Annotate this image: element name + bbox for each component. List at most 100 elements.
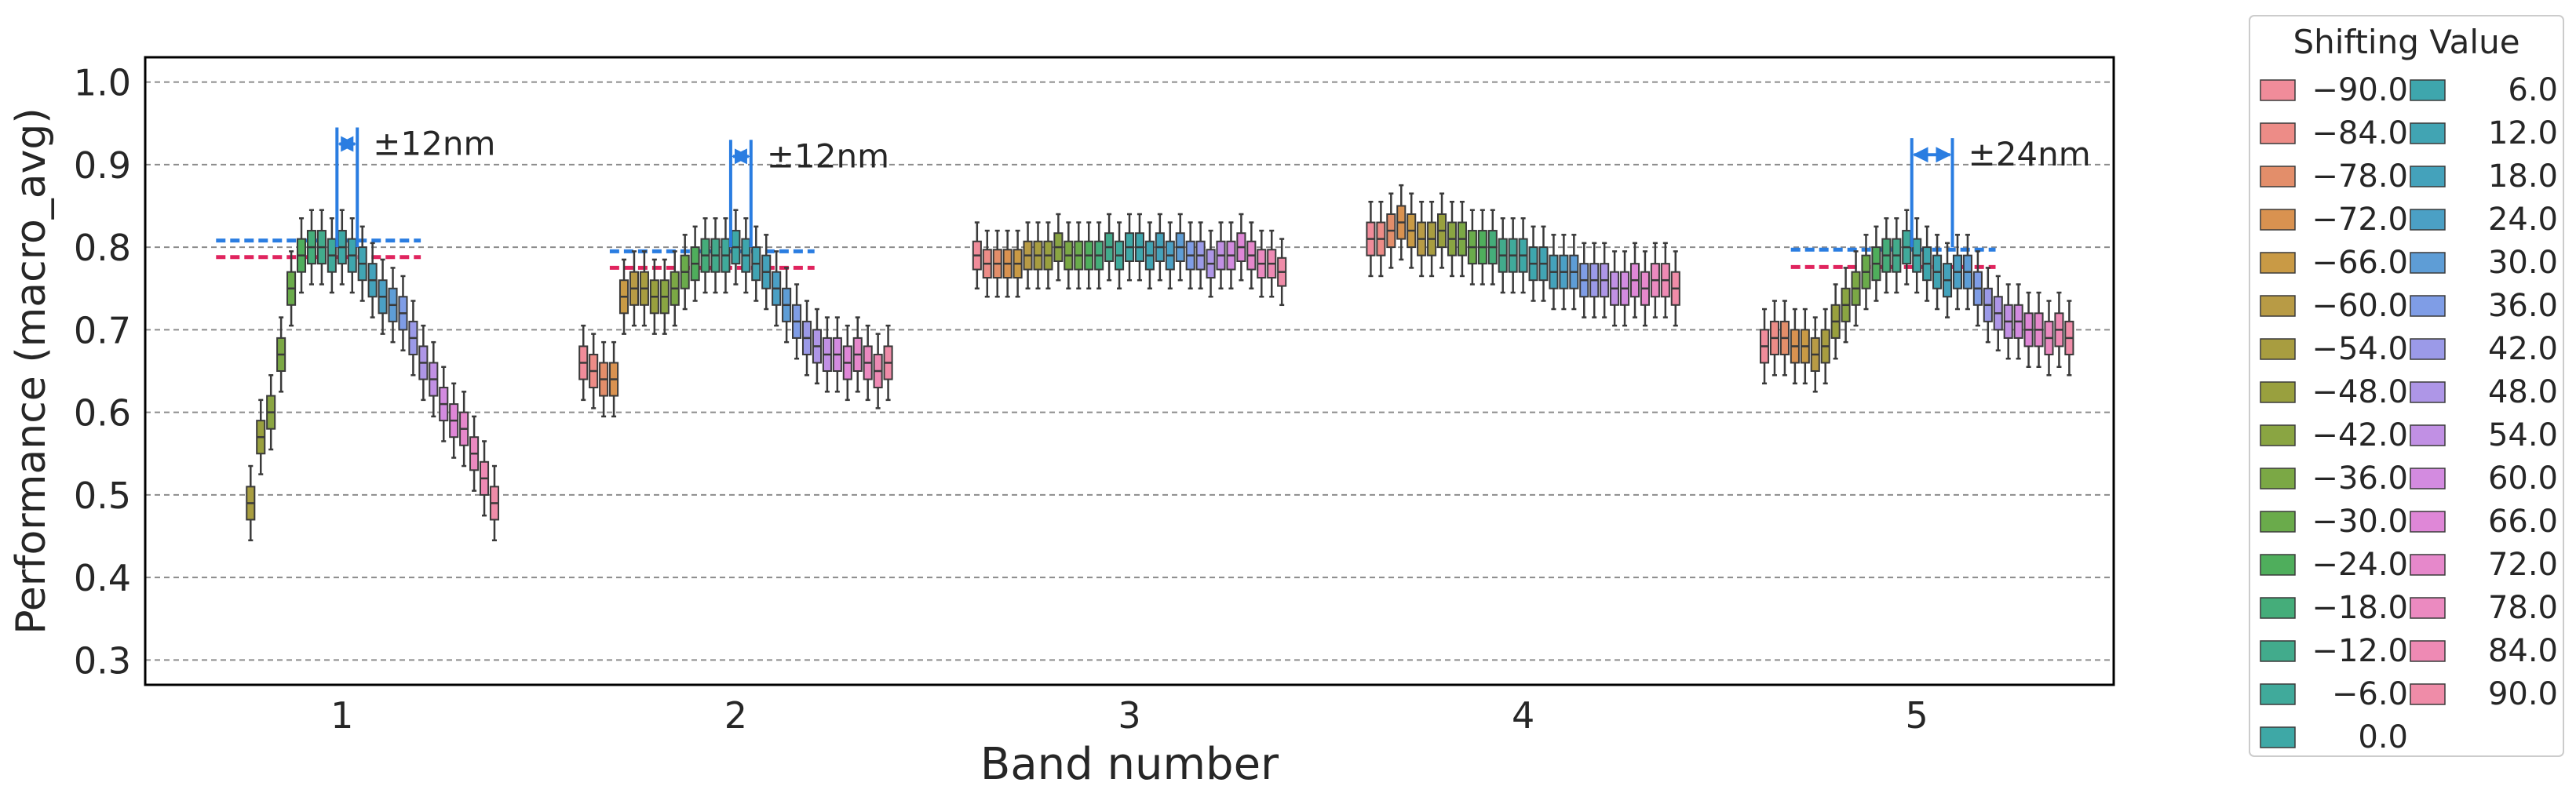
legend-swatch xyxy=(2410,79,2446,101)
legend-label: −42.0 xyxy=(2311,417,2408,453)
box-plot xyxy=(1104,213,1115,282)
legend-swatch xyxy=(2260,381,2296,403)
box-plot xyxy=(680,234,690,311)
box-plot xyxy=(1993,275,2003,351)
box-plot xyxy=(266,374,276,451)
box-plot xyxy=(1498,217,1508,294)
y-tick-label: 0.3 xyxy=(74,639,131,682)
box-plot xyxy=(327,217,337,294)
box-plot xyxy=(378,258,388,335)
legend-swatch xyxy=(2260,597,2296,619)
x-tick-label: 2 xyxy=(724,694,747,737)
box-plot xyxy=(1871,225,1881,302)
x-tick-label: 5 xyxy=(1906,694,1928,737)
x-tick-label: 4 xyxy=(1512,694,1534,737)
legend-item: 60.0 xyxy=(2410,460,2558,497)
legend-swatch xyxy=(2260,554,2296,576)
legend-label: 60.0 xyxy=(2488,460,2558,497)
y-axis-label: Performance (macro_avg) xyxy=(8,107,55,634)
box-plot xyxy=(459,391,469,468)
box-plot xyxy=(578,324,589,402)
box-plot xyxy=(347,217,357,294)
annotation-label: ±12nm xyxy=(373,125,495,163)
legend-label: 18.0 xyxy=(2488,158,2558,195)
y-tick-label: 0.4 xyxy=(74,557,131,599)
legend-swatch xyxy=(2260,79,2296,101)
legend-label: 30.0 xyxy=(2488,245,2558,281)
box-plot xyxy=(1216,221,1226,289)
box-plot xyxy=(1033,221,1043,289)
legend-item: −24.0 xyxy=(2260,547,2408,583)
box-plot xyxy=(1841,267,1851,344)
box-plot xyxy=(1053,213,1064,282)
y-tick-label: 0.9 xyxy=(74,144,131,187)
box-plot xyxy=(1477,209,1487,286)
legend-item: −78.0 xyxy=(2260,158,2408,195)
legend-item: 12.0 xyxy=(2410,115,2558,151)
legend-item: −18.0 xyxy=(2260,590,2408,626)
legend-label: −36.0 xyxy=(2311,460,2408,497)
legend-swatch xyxy=(2260,166,2296,187)
box-plot xyxy=(1043,221,1053,289)
box-plot xyxy=(1810,316,1820,393)
legend-label: 78.0 xyxy=(2488,590,2558,626)
box-plot xyxy=(639,250,649,327)
box-plot xyxy=(982,229,992,298)
legend-label: −24.0 xyxy=(2311,547,2408,583)
box-plot xyxy=(1175,213,1185,282)
x-tick-label: 3 xyxy=(1118,694,1140,737)
box-plot xyxy=(1257,229,1267,298)
legend-item: 6.0 xyxy=(2410,72,2558,108)
legend-item: 54.0 xyxy=(2410,417,2558,453)
box-plot xyxy=(2003,283,2013,360)
box-plot xyxy=(1447,200,1458,278)
legend-label: −6.0 xyxy=(2332,676,2408,712)
box-plot xyxy=(1436,192,1447,269)
box-plot xyxy=(792,283,802,360)
legend-swatch xyxy=(2260,511,2296,533)
box-plot xyxy=(700,217,710,294)
box-plot xyxy=(1508,217,1518,294)
box-plot xyxy=(418,324,429,402)
box-plot xyxy=(1002,229,1013,298)
box-plot xyxy=(1820,308,1830,385)
legend-swatch xyxy=(2410,295,2446,317)
box-plot xyxy=(690,225,700,302)
box-plot xyxy=(1226,221,1236,289)
legend-item: −30.0 xyxy=(2260,504,2408,540)
legend-item: −6.0 xyxy=(2260,676,2408,712)
legend-swatch xyxy=(2410,381,2446,403)
box-plot xyxy=(1600,242,1610,318)
box-plot xyxy=(1559,234,1569,311)
annotation-label: ±24nm xyxy=(1968,135,2091,173)
legend-title: Shifting Value xyxy=(2293,23,2519,61)
y-tick-label: 0.8 xyxy=(74,227,131,269)
legend-swatch xyxy=(2260,295,2296,317)
box-plot xyxy=(1195,221,1206,289)
annotations: ±12nm ±12nm ±24nm xyxy=(335,125,2091,248)
box-plot xyxy=(1779,300,1790,377)
box-plot xyxy=(1538,225,1549,302)
box-plot xyxy=(1902,209,1912,286)
box-plot xyxy=(1518,217,1528,294)
box-plot xyxy=(246,464,256,542)
legend-label: 42.0 xyxy=(2488,331,2558,367)
x-axis-label: Band number xyxy=(980,739,1279,790)
box-plot xyxy=(1952,234,1963,311)
legend-label: −48.0 xyxy=(2311,374,2408,410)
legend-label: −60.0 xyxy=(2311,288,2408,324)
legend-swatch xyxy=(2410,122,2446,144)
legend-label: 72.0 xyxy=(2488,547,2558,583)
box-plot xyxy=(670,250,680,327)
box-plot xyxy=(1549,234,1559,311)
box-plot xyxy=(812,308,823,385)
legend-label: 66.0 xyxy=(2488,504,2558,540)
box-plot xyxy=(286,250,297,327)
box-plot xyxy=(439,366,449,442)
box-plot xyxy=(1206,229,1216,298)
box-plot xyxy=(1892,217,1902,294)
legend-label: −30.0 xyxy=(2311,504,2408,540)
box-plot xyxy=(316,209,327,286)
legend-swatch xyxy=(2260,424,2296,446)
